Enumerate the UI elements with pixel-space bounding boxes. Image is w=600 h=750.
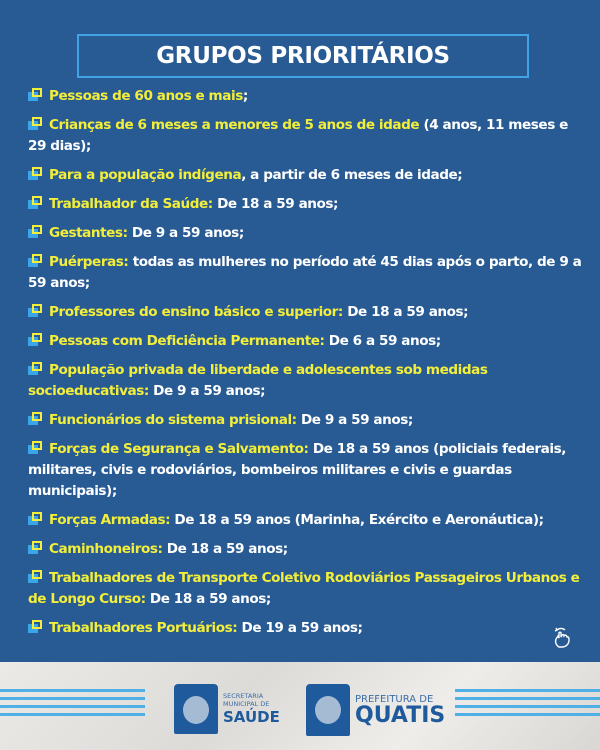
bullet-squares-icon	[28, 333, 42, 346]
swipe-hand-icon	[554, 627, 570, 648]
page-title: GRUPOS PRIORITÁRIOS	[156, 43, 450, 69]
bullet-squares-icon	[28, 167, 42, 180]
list-item: Forças de Segurança e Salvamento: De 18 …	[28, 439, 584, 502]
group-name: Pessoas com Deficiência Permanente:	[49, 333, 325, 349]
group-name: Gestantes:	[49, 225, 128, 241]
bullet-squares-icon	[28, 512, 42, 525]
bullet-squares-icon	[28, 441, 42, 454]
bullet-squares-icon	[28, 254, 42, 267]
group-name: Forças de Segurança e Salvamento:	[49, 441, 309, 457]
bullet-squares-icon	[28, 541, 42, 554]
group-name: Crianças de 6 meses a menores de 5 anos …	[49, 117, 420, 133]
logo-text: SAÚDE	[223, 708, 280, 726]
list-item: Professores do ensino básico e superior:…	[28, 302, 584, 323]
list-item: Trabalhadores Portuários: De 19 a 59 ano…	[28, 618, 584, 639]
list-item: Pessoas de 60 anos e mais;	[28, 86, 584, 107]
group-detail: , a partir de 6 meses de idade;	[241, 167, 463, 183]
title-box: GRUPOS PRIORITÁRIOS	[77, 34, 529, 78]
list-item: Forças Armadas: De 18 a 59 anos (Marinha…	[28, 510, 584, 531]
bullet-squares-icon	[28, 117, 42, 130]
coat-of-arms-icon	[174, 684, 218, 734]
logo-text: QUATIS	[355, 702, 446, 728]
group-name: População privada de liberdade e adolesc…	[28, 362, 488, 399]
group-detail: De 19 a 59 anos;	[237, 620, 363, 636]
group-detail: (4 anos, 11 meses e 29 dias);	[28, 117, 568, 154]
group-name: Funcionários do sistema prisional:	[49, 412, 297, 428]
bullet-squares-icon	[28, 196, 42, 209]
group-name: Trabalhador da Saúde:	[49, 196, 213, 212]
logo-text: MUNICIPAL DE	[223, 700, 270, 708]
list-item: Caminhoneiros: De 18 a 59 anos;	[28, 539, 584, 560]
group-detail: De 18 a 59 anos;	[342, 304, 469, 320]
group-detail: De 18 a 59 anos;	[212, 196, 339, 212]
list-item: Puérperas: todas as mulheres no período …	[28, 252, 584, 294]
coat-of-arms-icon	[306, 684, 350, 736]
group-name: Forças Armadas:	[49, 512, 171, 528]
bullet-squares-icon	[28, 362, 42, 375]
decorative-stripes-left	[0, 689, 145, 721]
bullet-squares-icon	[28, 412, 42, 425]
group-detail: De 9 a 59 anos;	[148, 383, 266, 399]
group-name: Para a população indígena	[49, 167, 242, 183]
quatis-logo: PREFEITURA DE QUATIS	[306, 684, 445, 736]
list-item: Para a população indígena, a partir de 6…	[28, 165, 584, 186]
group-detail: ;	[242, 88, 248, 104]
logo-text: SECRETARIA	[223, 692, 264, 700]
group-name: Puérperas:	[49, 254, 129, 270]
saude-logo: SECRETARIA MUNICIPAL DE SAÚDE	[174, 684, 280, 734]
group-detail: De 18 a 59 anos;	[145, 591, 271, 607]
group-detail: De 18 a 59 anos;	[162, 541, 288, 557]
list-item: Crianças de 6 meses a menores de 5 anos …	[28, 115, 584, 157]
group-name: Caminhoneiros:	[49, 541, 163, 557]
group-detail: De 18 a 59 anos (Marinha, Exército e Aer…	[170, 512, 544, 528]
list-item: Trabalhador da Saúde: De 18 a 59 anos;	[28, 194, 584, 215]
bullet-squares-icon	[28, 225, 42, 238]
footer: SECRETARIA MUNICIPAL DE SAÚDE PREFEITURA…	[0, 662, 600, 750]
bullet-squares-icon	[28, 620, 42, 633]
group-detail: De 9 a 59 anos;	[296, 412, 413, 428]
group-detail: De 9 a 59 anos;	[127, 225, 244, 241]
group-name: Trabalhadores Portuários:	[49, 620, 238, 636]
list-item: Gestantes: De 9 a 59 anos;	[28, 223, 584, 244]
decorative-stripes-right	[455, 689, 600, 721]
group-name: Professores do ensino básico e superior:	[49, 304, 343, 320]
list-item: Funcionários do sistema prisional: De 9 …	[28, 410, 584, 431]
bullet-squares-icon	[28, 570, 42, 583]
logo-text: PREFEITURA DE	[355, 693, 434, 705]
group-detail: De 18 a 59 anos (policiais federais, mil…	[28, 441, 566, 499]
group-detail: todas as mulheres no período até 45 dias…	[28, 254, 582, 291]
list-item: População privada de liberdade e adolesc…	[28, 360, 584, 402]
bullet-squares-icon	[28, 88, 42, 101]
list-item: Trabalhadores de Transporte Coletivo Rod…	[28, 568, 584, 610]
list-item: Pessoas com Deficiência Permanente: De 6…	[28, 331, 584, 352]
group-name: Pessoas de 60 anos e mais	[49, 88, 243, 104]
group-name: Trabalhadores de Transporte Coletivo Rod…	[28, 570, 580, 607]
group-detail: De 6 a 59 anos;	[324, 333, 441, 349]
priority-groups-list: Pessoas de 60 anos e mais; Crianças de 6 …	[28, 86, 584, 647]
bullet-squares-icon	[28, 304, 42, 317]
